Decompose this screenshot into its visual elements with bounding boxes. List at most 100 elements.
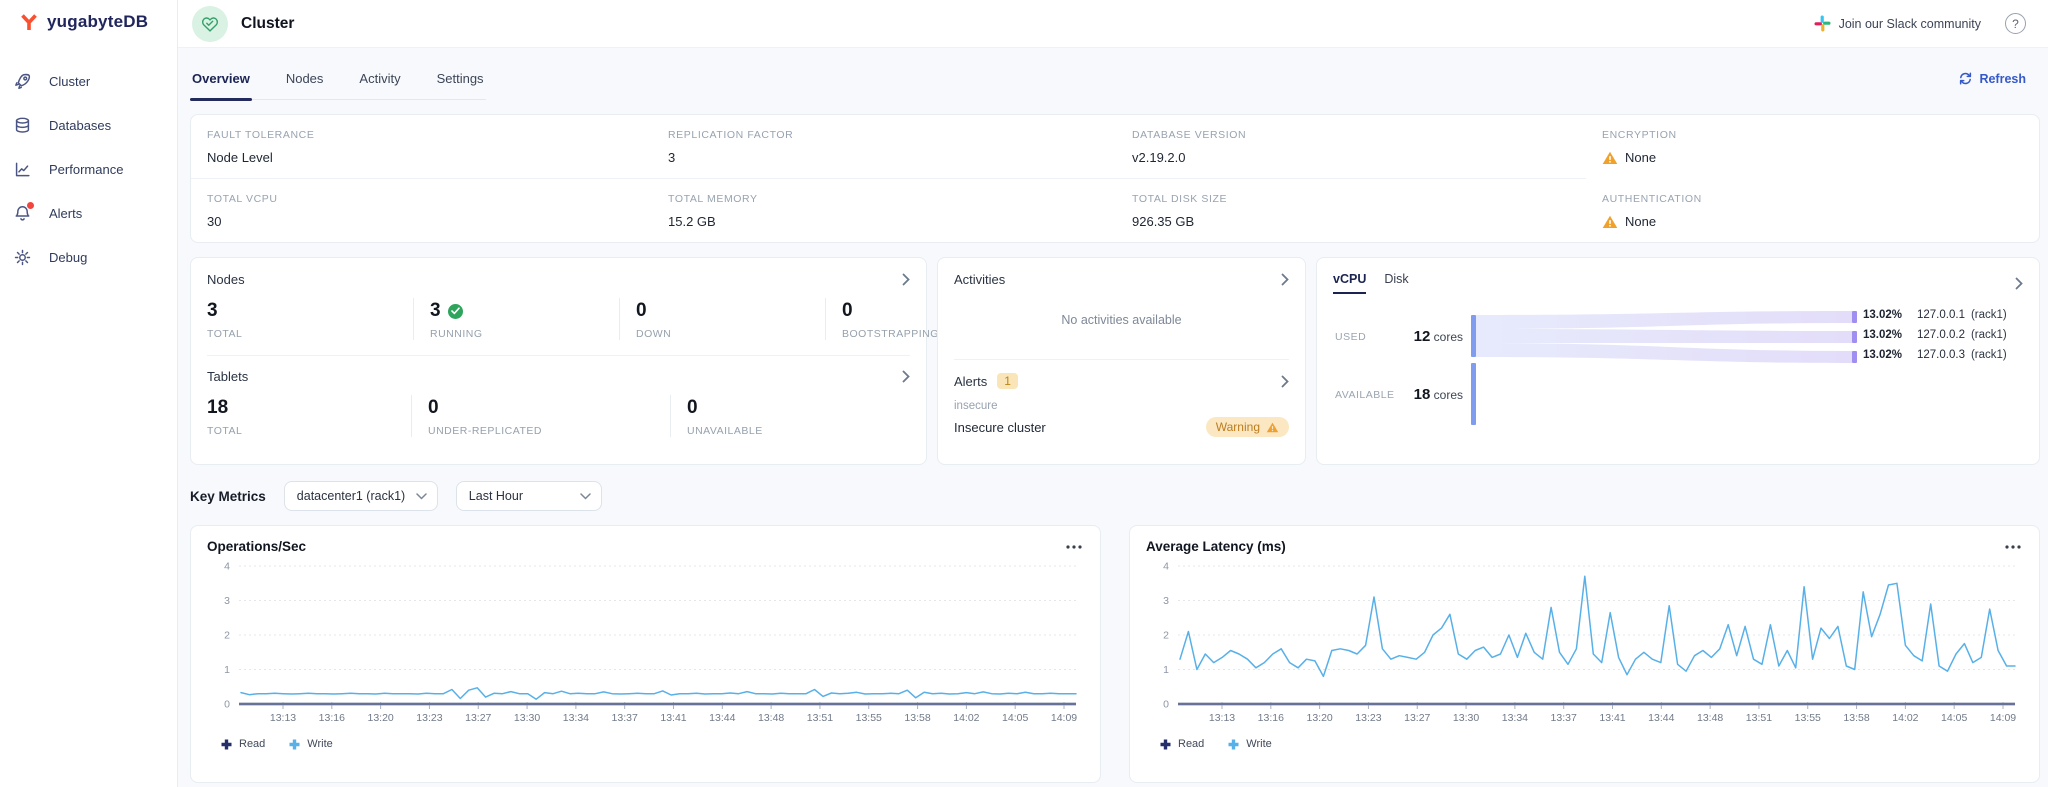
region-select[interactable]: datacenter1 (rack1) (283, 481, 438, 511)
svg-text:14:02: 14:02 (1892, 712, 1918, 724)
activities-empty-text: No activities available (1061, 313, 1182, 327)
total-vcpu-field: TOTAL VCPU 30 (191, 179, 652, 242)
tab-overview[interactable]: Overview (190, 54, 252, 101)
key-metrics-title: Key Metrics (190, 488, 266, 504)
encryption-field: ENCRYPTION None (1586, 115, 2039, 179)
field-value: 15.2 GB (668, 214, 716, 229)
chart-title: Average Latency (ms) (1146, 539, 1286, 554)
sankey-flows (1471, 311, 1857, 425)
svg-text:13:41: 13:41 (1599, 712, 1625, 724)
activities-chevron-right-icon[interactable] (1281, 273, 1289, 286)
svg-text:13:20: 13:20 (1306, 712, 1332, 724)
tab-disk[interactable]: Disk (1384, 272, 1409, 286)
main-area: Cluster Join our Slack community ? Overv… (178, 0, 2048, 787)
operations-chart-card: Operations/Sec 0 1 2 3 4 13:13 13:16 13:20 13:23… (190, 525, 1101, 783)
tab-nodes[interactable]: Nodes (285, 71, 324, 86)
available-unit: cores (1433, 388, 1463, 402)
svg-text:13:34: 13:34 (563, 712, 589, 724)
refresh-button[interactable]: Refresh (1958, 71, 2026, 100)
field-value: v2.19.2.0 (1132, 150, 1186, 165)
used-label: USED (1335, 330, 1367, 343)
legend-item-write[interactable]: Write (1228, 738, 1272, 750)
tab-activity[interactable]: Activity (359, 71, 401, 86)
resources-chevron-right-icon[interactable] (2015, 277, 2023, 290)
tab-vcpu[interactable]: vCPU (1333, 272, 1367, 294)
tablets-chevron-right-icon[interactable] (902, 370, 910, 383)
legend-item-write[interactable]: Write (289, 738, 333, 750)
stat-value: 18 (207, 397, 229, 418)
database-icon (13, 116, 32, 135)
time-range-select[interactable]: Last Hour (455, 481, 602, 511)
alerts-chevron-right-icon[interactable] (1281, 375, 1289, 388)
svg-text:13:27: 13:27 (1404, 712, 1430, 724)
sankey-node-row: 13.02% 127.0.0.3 (rack1) (1863, 349, 2007, 361)
available-label: AVAILABLE (1335, 388, 1395, 401)
nodes-chevron-right-icon[interactable] (902, 273, 910, 286)
svg-text:1: 1 (1163, 664, 1169, 676)
svg-text:13:23: 13:23 (1355, 712, 1381, 724)
chevron-down-icon (416, 492, 427, 500)
field-label: REPLICATION FACTOR (668, 129, 794, 141)
bell-icon (13, 201, 34, 223)
svg-text:13:16: 13:16 (319, 712, 345, 724)
stat-label: UNAVAILABLE (687, 425, 763, 437)
field-label: AUTHENTICATION (1602, 193, 1702, 205)
legend-item-read[interactable]: Read (221, 738, 265, 750)
tab-settings[interactable]: Settings (436, 71, 484, 86)
sidebar-item-performance[interactable]: Performance (0, 147, 177, 191)
join-slack-link[interactable]: Join our Slack community (1814, 15, 1981, 32)
region-select-value: datacenter1 (rack1) (296, 489, 406, 503)
sidebar-item-debug[interactable]: Debug (0, 235, 177, 279)
svg-text:13:51: 13:51 (1746, 712, 1772, 724)
field-label: ENCRYPTION (1602, 129, 1677, 141)
sidebar-item-label: Debug (49, 249, 88, 265)
stat-value: 0 (687, 397, 698, 418)
refresh-label: Refresh (1979, 71, 2026, 86)
sidebar-item-databases[interactable]: Databases (0, 103, 177, 147)
used-unit: cores (1433, 330, 1463, 344)
svg-text:13:44: 13:44 (1648, 712, 1674, 724)
overview-content: FAULT TOLERANCE Node Level REPLICATION F… (178, 100, 2048, 783)
svg-text:14:09: 14:09 (1051, 712, 1077, 724)
help-button[interactable]: ? (2005, 13, 2026, 34)
svg-text:13:30: 13:30 (514, 712, 540, 724)
tablets-under-replicated-stat: 0 UNDER-REPLICATED (411, 395, 670, 437)
sankey-node-row: 13.02% 127.0.0.1 (rack1) (1863, 309, 2007, 321)
legend-item-read[interactable]: Read (1160, 738, 1204, 750)
stat-label: RUNNING (430, 328, 483, 340)
alert-list-item[interactable]: insecure Insecure cluster Warning (954, 400, 1289, 437)
chevron-down-icon (580, 492, 591, 500)
svg-text:0: 0 (1163, 699, 1169, 711)
time-range-select-value: Last Hour (468, 489, 523, 503)
nodes-total-stat: 3 TOTAL (207, 298, 413, 340)
used-value: 12 (1413, 328, 1431, 345)
sankey-node-row: 13.02% 127.0.0.2 (rack1) (1863, 329, 2007, 341)
sidebar-item-label: Alerts (49, 205, 83, 221)
stat-label: TOTAL (207, 425, 243, 437)
stat-value: 3 (430, 300, 441, 321)
cluster-info-card: FAULT TOLERANCE Node Level REPLICATION F… (190, 114, 2040, 243)
alerts-count-badge: 1 (997, 373, 1018, 389)
join-slack-label: Join our Slack community (1838, 16, 1981, 31)
sidebar-item-cluster[interactable]: Cluster (0, 59, 177, 103)
sidebar-item-alerts[interactable]: Alerts (0, 191, 177, 235)
svg-text:1: 1 (224, 664, 230, 676)
heart-check-icon (201, 16, 219, 32)
field-label: TOTAL DISK SIZE (1132, 193, 1228, 205)
field-value: 926.35 GB (1132, 214, 1195, 229)
stat-value: 0 (636, 300, 647, 321)
key-metrics-bar: Key Metrics datacenter1 (rack1) Last Hou… (190, 481, 2040, 511)
warning-triangle-icon (1602, 151, 1618, 164)
field-label: TOTAL MEMORY (668, 193, 758, 205)
top-header: Cluster Join our Slack community ? (178, 0, 2048, 48)
field-value: None (1625, 150, 1657, 165)
svg-text:13:58: 13:58 (1843, 712, 1869, 724)
more-menu-icon[interactable] (1064, 543, 1084, 551)
more-menu-icon[interactable] (2003, 543, 2023, 551)
yugabytedb-logo[interactable]: yugabyteDB (0, 0, 177, 33)
svg-text:13:13: 13:13 (270, 712, 296, 724)
alerts-panel-title: Alerts (954, 373, 988, 389)
stat-label: BOOTSTRAPPING (842, 328, 939, 340)
field-label: FAULT TOLERANCE (207, 129, 315, 141)
nodes-down-stat: 0 DOWN (619, 298, 825, 340)
